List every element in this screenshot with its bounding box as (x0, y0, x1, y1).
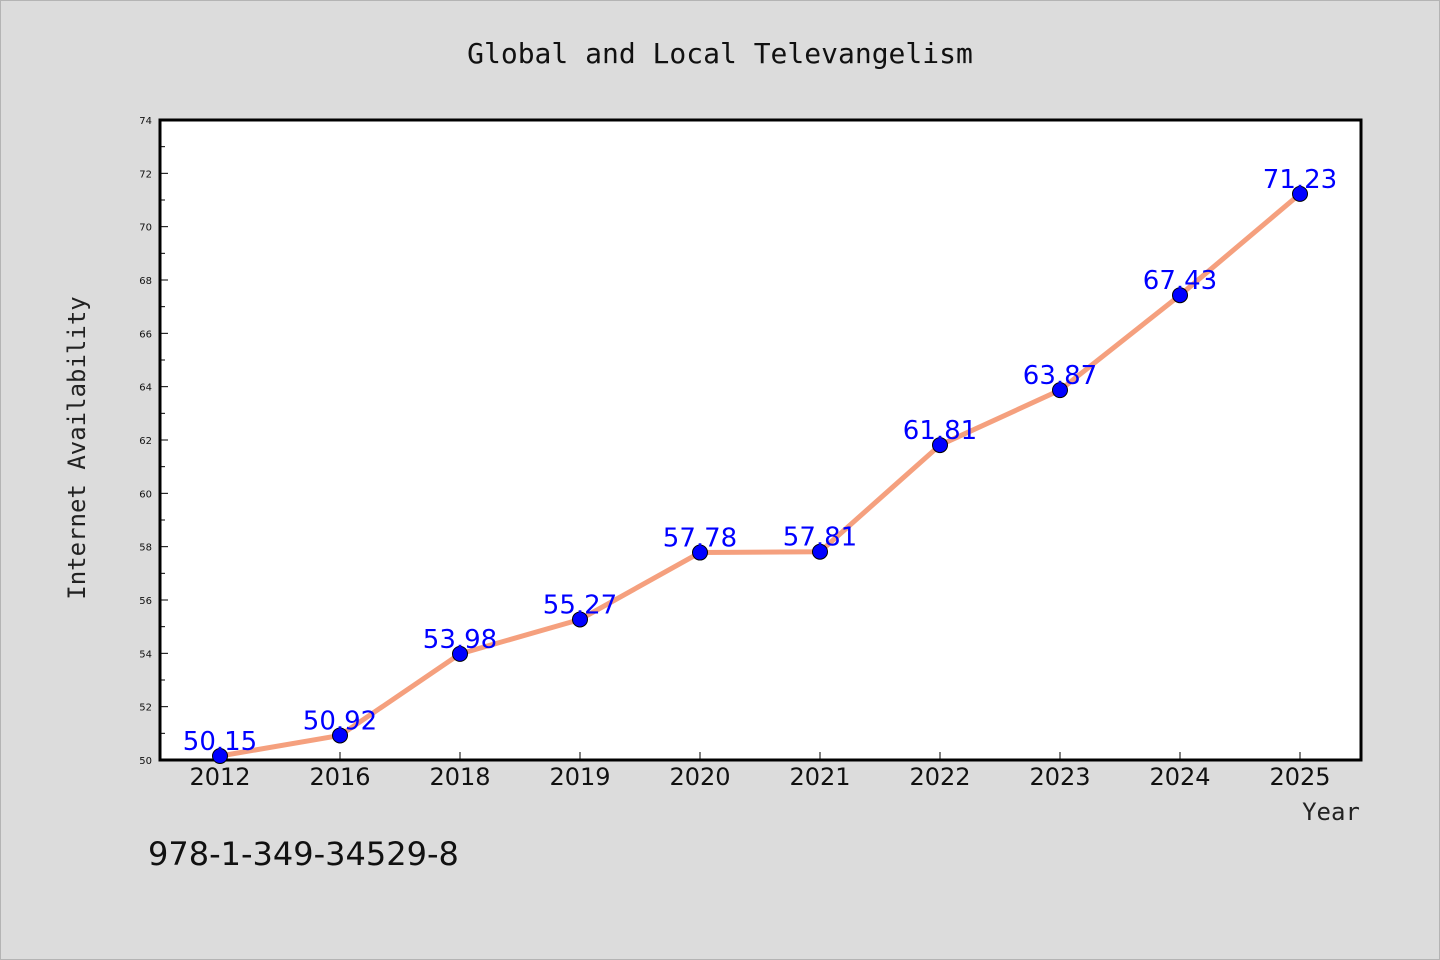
x-tick-label: 2020 (669, 763, 730, 791)
x-tick-label: 2025 (1269, 763, 1330, 791)
y-tick-label: 56 (139, 596, 152, 607)
x-tick-label: 2018 (429, 763, 490, 791)
data-point (812, 543, 828, 560)
y-tick-label: 50 (139, 756, 152, 767)
y-tick-label: 68 (139, 276, 152, 287)
data-label: 67.43 (1143, 266, 1217, 296)
y-tick-label: 58 (139, 543, 152, 554)
data-point (1172, 287, 1188, 304)
y-tick-label: 66 (139, 329, 152, 340)
x-tick-label: 2012 (189, 763, 250, 791)
y-axis-title: Internet Availability (63, 296, 91, 599)
chart-title: Global and Local Televangelism (467, 37, 973, 70)
x-axis: 2012 2016 2018 2019 2020 2021 2022 2023 2024 2025 (189, 752, 1331, 791)
y-tick-label: 60 (139, 489, 152, 500)
data-label: 53.98 (423, 625, 497, 655)
data-label: 55.27 (543, 590, 617, 620)
data-label: 50.15 (183, 727, 257, 757)
data-point (1292, 185, 1308, 202)
y-tick-label: 62 (139, 436, 152, 447)
data-label: 63.87 (1023, 361, 1097, 391)
data-label: 50.92 (303, 706, 377, 736)
x-tick-label: 2021 (789, 763, 850, 791)
y-tick-label: 64 (139, 383, 152, 394)
series-layer (212, 185, 1308, 764)
y-tick-label: 52 (139, 703, 152, 714)
isbn-code: 978-1-349-34529-8 (148, 835, 459, 873)
data-label: 57.81 (783, 523, 857, 553)
data-point (572, 611, 588, 628)
plot-area (158, 118, 1363, 762)
y-tick-label: 70 (139, 223, 152, 234)
x-tick-label: 2016 (309, 763, 370, 791)
data-point (212, 748, 228, 764)
series-line (219, 191, 1302, 759)
x-tick-label: 2023 (1029, 763, 1090, 791)
x-tick-label: 2022 (909, 763, 970, 791)
data-point (932, 437, 948, 454)
data-label: 61.81 (903, 416, 977, 446)
y-tick-label: 54 (139, 649, 152, 660)
data-point (332, 727, 348, 744)
x-tick-label: 2019 (549, 763, 610, 791)
data-point (1052, 382, 1068, 399)
data-point (452, 645, 468, 662)
x-axis-title: Year (1302, 798, 1360, 826)
data-point (692, 544, 708, 561)
data-label: 57.78 (663, 524, 737, 554)
y-tick-label: 74 (139, 116, 152, 127)
data-label-layer: 50.15 50.92 53.98 55.27 57.78 57.81 61.81 63.87… (183, 165, 1337, 757)
y-tick-label: 72 (139, 169, 152, 180)
x-tick-label: 2024 (1149, 763, 1210, 791)
data-label: 71.23 (1263, 165, 1337, 195)
y-axis: 50 52 54 56 58 60 62 64 66 68 70 72 74 (139, 116, 168, 767)
